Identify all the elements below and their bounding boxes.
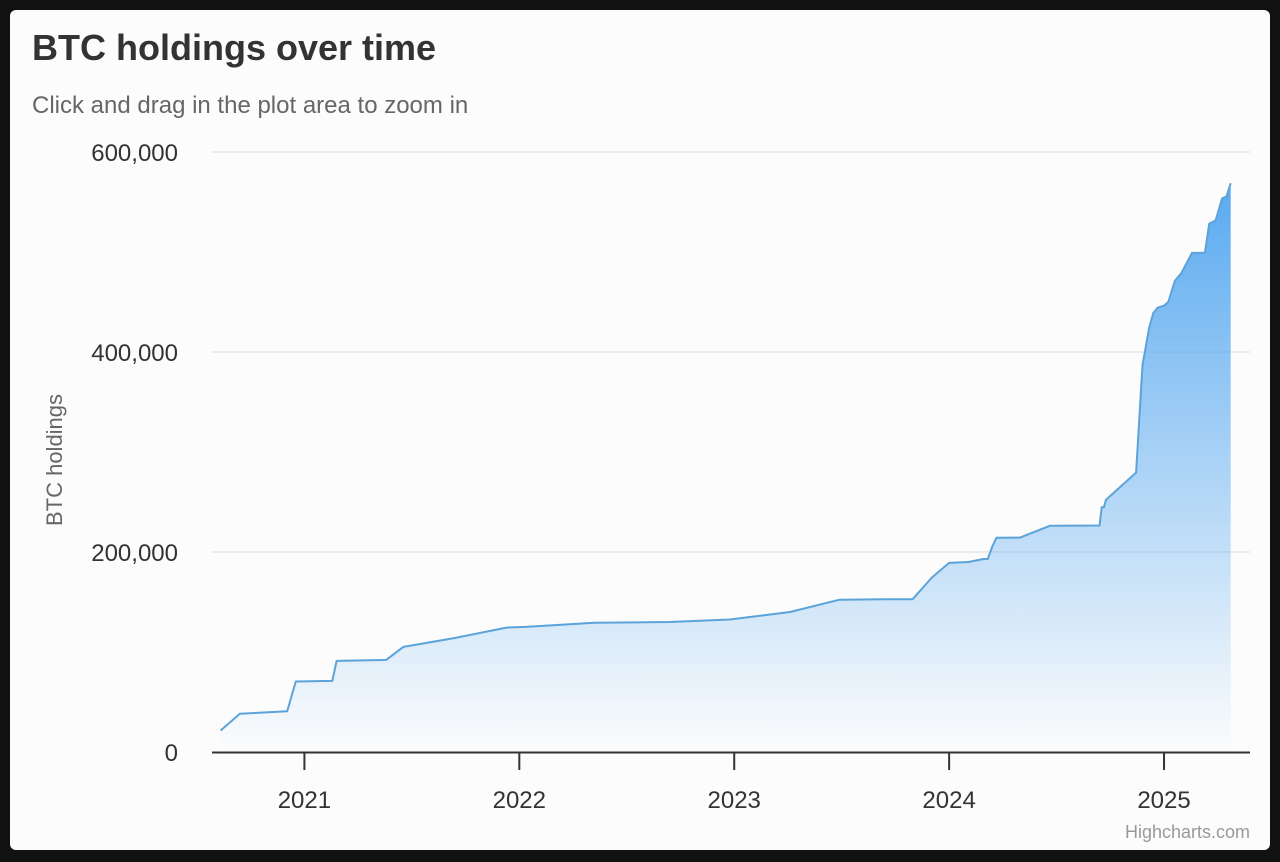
chart-svg[interactable]: BTC holdings over time Click and drag in… xyxy=(10,10,1270,850)
grid-lines xyxy=(212,151,1250,553)
x-tick-label: 2024 xyxy=(922,787,975,814)
x-tick-label: 2021 xyxy=(278,787,331,814)
y-tick-label: 600,000 xyxy=(91,140,178,167)
x-tick-label: 2022 xyxy=(493,787,546,814)
y-tick-label: 0 xyxy=(165,740,178,767)
series-area-fill xyxy=(220,183,1231,752)
chart-title: BTC holdings over time xyxy=(32,27,436,68)
chart-subtitle: Click and drag in the plot area to zoom … xyxy=(32,92,468,119)
chart-card: BTC holdings over time Click and drag in… xyxy=(10,10,1270,850)
series-line[interactable] xyxy=(219,182,1232,732)
x-tick-label: 2023 xyxy=(708,787,761,814)
y-tick-label: 400,000 xyxy=(91,340,178,367)
x-tick-label: 2025 xyxy=(1137,787,1190,814)
y-axis-ticks: 0 200,000 400,000 600,000 xyxy=(91,140,178,767)
y-tick-label: 200,000 xyxy=(91,540,178,567)
credits-link[interactable]: Highcharts.com xyxy=(1125,822,1250,842)
series-area[interactable] xyxy=(219,182,1232,752)
y-axis-label: BTC holdings xyxy=(42,394,67,526)
x-axis-ticks: 2021 2022 2023 2024 2025 xyxy=(278,752,1191,814)
